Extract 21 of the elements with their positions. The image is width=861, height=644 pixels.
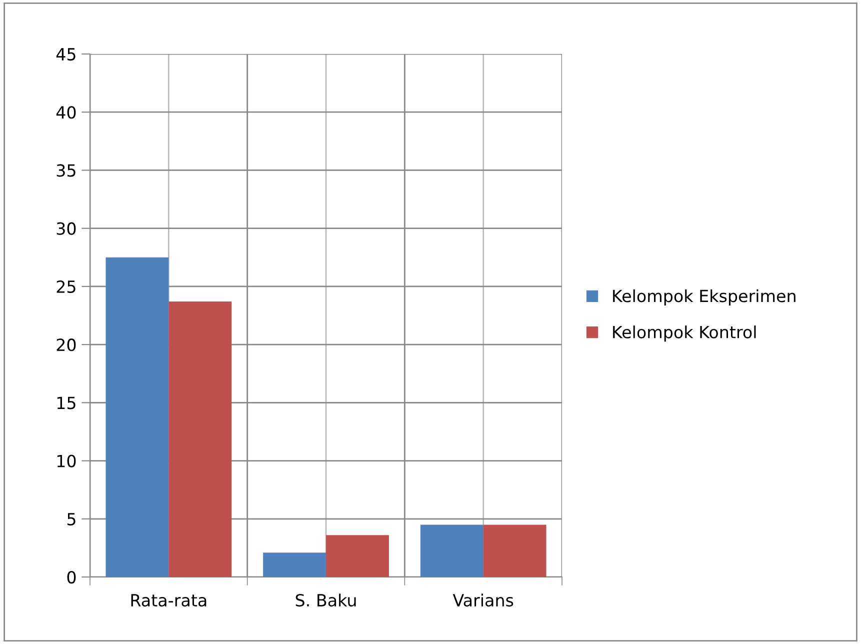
- bar: [168, 302, 232, 577]
- y-tick-label: 30: [56, 222, 76, 235]
- x-tick-label: Varians: [452, 594, 514, 607]
- y-tick-label: 15: [57, 396, 76, 410]
- y-tick-label: 10: [57, 454, 76, 468]
- y-tick-label: 45: [56, 48, 76, 61]
- legend-label: Kelompok Eksperimen: [613, 289, 796, 306]
- x-tick-label: Rata-rata: [131, 594, 206, 607]
- bar: [263, 552, 326, 577]
- y-tick-label: 20: [56, 338, 76, 352]
- bar: [420, 524, 484, 577]
- bar: [483, 524, 546, 577]
- y-tick-label: 25: [56, 280, 76, 294]
- x-tick-label: S. Baku: [296, 594, 356, 607]
- y-tick-label: 0: [67, 570, 76, 584]
- legend-label: Kelompok Kontrol: [613, 326, 756, 342]
- bar: [326, 535, 389, 577]
- y-tick-label: 40: [56, 106, 76, 119]
- bar: [106, 257, 169, 577]
- y-tick-label: 35: [56, 164, 76, 177]
- y-tick-label: 5: [67, 513, 76, 526]
